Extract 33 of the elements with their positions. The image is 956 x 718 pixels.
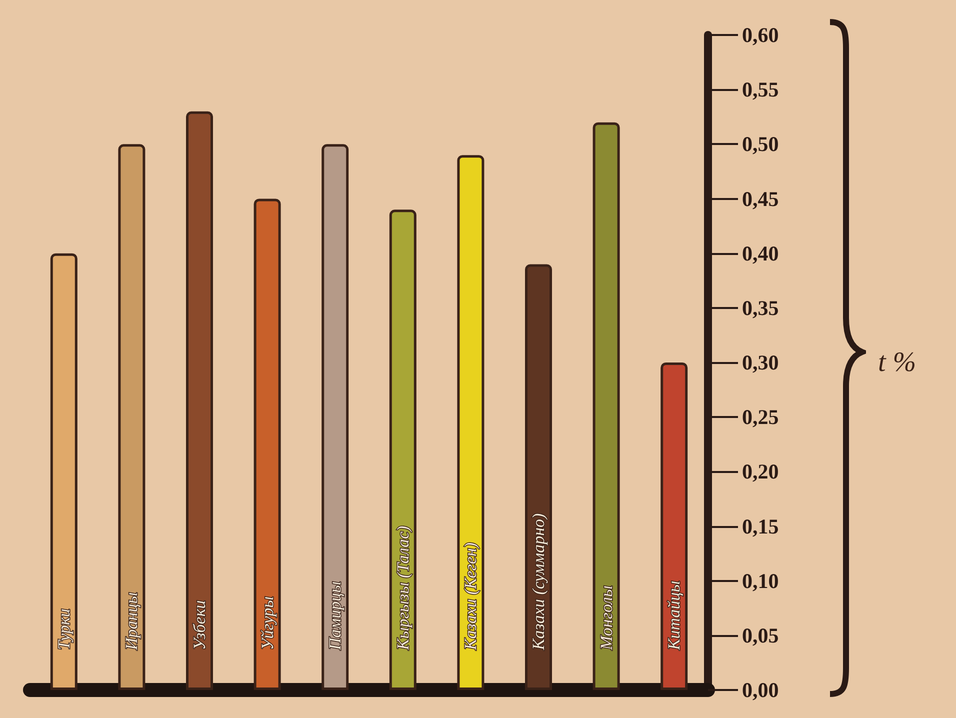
x-tick-label: Памирцы: [326, 581, 345, 651]
y-tick-label: 0,20: [742, 460, 779, 484]
bar: [457, 155, 484, 690]
x-tick-label: Турки: [54, 608, 74, 650]
y-tick-label: 0,15: [742, 514, 779, 538]
bar: [50, 253, 78, 690]
x-tick-label: Узбеки: [190, 600, 209, 650]
bar: [118, 144, 146, 690]
y-tick-label: 0,45: [742, 186, 779, 211]
y-tick-label: 0,30: [742, 350, 779, 374]
y-tick-label: 0,25: [742, 405, 779, 430]
bar: [389, 210, 416, 690]
y-tick-label: 0,10: [742, 568, 779, 593]
bar: [254, 198, 281, 690]
y-axis-title: t %: [878, 347, 916, 378]
y-tick-label: 0,60: [742, 23, 779, 47]
bar: [660, 362, 688, 690]
bar: [322, 144, 349, 690]
y-tick-label: 0,35: [742, 296, 779, 320]
bar: [592, 122, 620, 690]
y-tick-label: 0,05: [742, 623, 779, 648]
x-tick-label: Иранцы: [122, 592, 142, 651]
x-tick-label: Казахи (суммарно): [529, 512, 548, 651]
x-tick-label: Уйгуры: [258, 596, 277, 650]
x-tick-label: Кыргызы (Талас): [393, 525, 412, 651]
y-tick-label: 0,55: [742, 78, 779, 102]
y-tick-label: 0,00: [742, 678, 779, 702]
x-tick-label: Монголы: [596, 586, 616, 651]
bar: [186, 111, 213, 690]
y-tick-label: 0,50: [742, 132, 779, 156]
x-tick-label: Казахи (Кеген): [461, 542, 480, 651]
y-tick-label: 0,40: [742, 241, 779, 266]
x-tick-label: Китайцы: [664, 580, 684, 651]
